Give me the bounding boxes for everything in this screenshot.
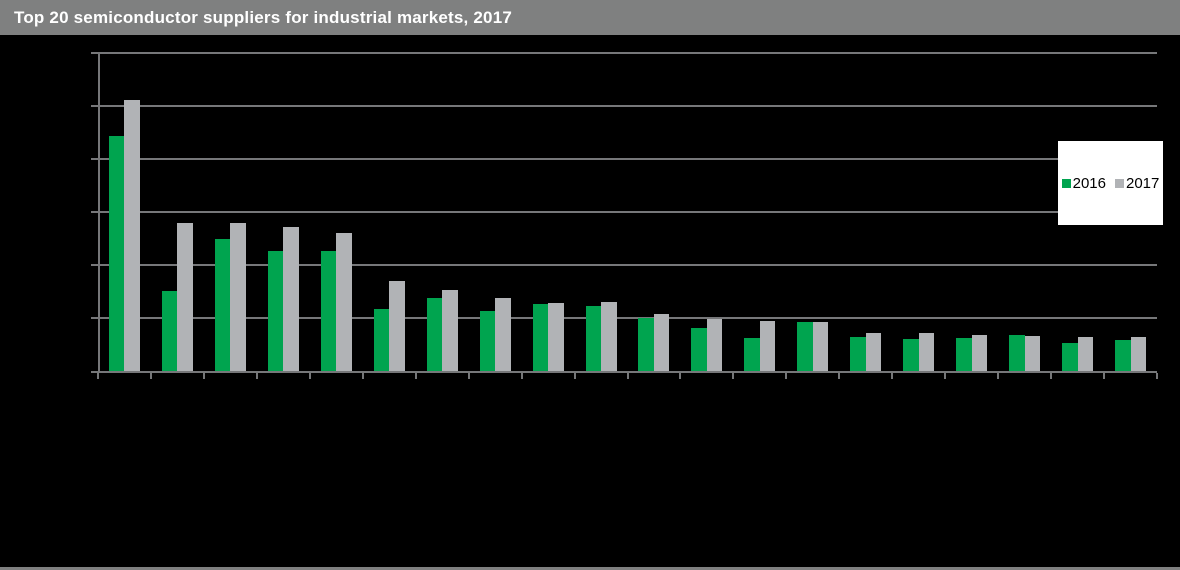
bar-2017-3 <box>230 223 246 371</box>
x-axis-tick <box>308 373 311 379</box>
bar-2017-10 <box>601 302 617 371</box>
x-axis-tick <box>414 373 417 379</box>
y-axis-tick <box>91 158 98 160</box>
gridline <box>98 105 1157 107</box>
bar-2017-12 <box>706 319 723 371</box>
chart-title: Top 20 semiconductor suppliers for indus… <box>14 7 513 27</box>
bar-2017-9 <box>548 303 564 371</box>
x-axis-tick <box>997 373 1000 379</box>
bar-2016-1 <box>108 136 125 371</box>
legend-entry-2016: 2016 <box>1061 174 1106 192</box>
x-axis-tick <box>361 373 364 379</box>
x-axis-tick <box>732 373 735 379</box>
bar-2016-15 <box>850 337 866 371</box>
bar-2016-2 <box>161 290 178 371</box>
bar-2016-4 <box>267 251 284 371</box>
legend-label-2016: 2016 <box>1072 174 1106 192</box>
gridline <box>98 264 1157 266</box>
bar-2017-18 <box>1024 336 1041 371</box>
x-axis-tick <box>679 373 682 379</box>
bar-2016-16 <box>903 339 919 371</box>
y-axis-tick <box>91 52 98 54</box>
window-title-bar: Top 20 semiconductor suppliers for indus… <box>0 0 1180 35</box>
x-axis-tick <box>149 373 152 379</box>
bar-2017-2 <box>177 223 193 371</box>
bar-2017-7 <box>442 289 458 371</box>
x-axis-tick <box>1050 373 1053 379</box>
gridline <box>98 52 1157 54</box>
gridline <box>98 211 1157 213</box>
legend-swatch-2016-icon <box>1061 178 1071 188</box>
bar-2016-9 <box>532 304 549 371</box>
bar-2016-19 <box>1062 342 1078 371</box>
legend-entry-2017: 2017 <box>1115 176 1159 191</box>
x-axis-line <box>91 371 1157 373</box>
y-axis-tick <box>91 105 98 107</box>
x-axis-tick <box>573 373 576 379</box>
x-axis-tick <box>626 373 629 379</box>
bar-2016-3 <box>214 239 231 371</box>
x-axis-tick <box>97 373 99 379</box>
x-axis-tick <box>838 373 841 379</box>
x-axis-tick <box>467 373 470 379</box>
bar-2016-8 <box>479 311 496 371</box>
gridline <box>98 158 1157 160</box>
x-axis-tick <box>202 373 205 379</box>
bar-2016-13 <box>744 338 760 371</box>
bar-2016-14 <box>797 322 813 371</box>
y-axis-line <box>98 52 100 373</box>
y-axis-tick <box>91 211 98 213</box>
bar-2016-20 <box>1115 340 1131 371</box>
bar-2017-11 <box>653 313 670 371</box>
chart-area: 2016 2017 <box>0 35 1180 567</box>
y-axis-tick <box>91 264 98 266</box>
bar-2017-20 <box>1130 337 1147 371</box>
legend-swatch-2017-icon <box>1115 178 1124 188</box>
x-axis-tick <box>1156 373 1158 379</box>
x-axis-tick <box>785 373 788 379</box>
bar-2016-12 <box>691 328 707 371</box>
bar-2017-17 <box>971 334 988 371</box>
bar-2016-6 <box>373 308 390 371</box>
legend-label-2017: 2017 <box>1126 174 1160 192</box>
bar-2017-5 <box>336 233 352 371</box>
bar-2017-6 <box>389 280 405 371</box>
y-axis-tick <box>91 317 98 319</box>
x-axis-tick <box>520 373 523 379</box>
x-axis-tick <box>255 373 258 379</box>
bar-2016-11 <box>638 318 654 371</box>
bar-2016-18 <box>1009 334 1025 371</box>
bar-2016-7 <box>426 297 443 371</box>
frame-border-bottom <box>0 567 1180 570</box>
bar-2017-8 <box>495 297 511 371</box>
bar-2016-10 <box>585 305 602 371</box>
gridline <box>98 317 1157 319</box>
bar-2017-19 <box>1077 337 1094 371</box>
bar-2016-17 <box>956 338 972 371</box>
x-axis-tick <box>944 373 947 379</box>
bar-2016-5 <box>320 251 337 371</box>
bar-2017-4 <box>283 226 299 371</box>
x-axis-tick <box>1103 373 1106 379</box>
bar-2017-14 <box>812 322 829 371</box>
x-axis-tick <box>891 373 894 379</box>
bar-2017-1 <box>124 100 140 371</box>
bar-2017-15 <box>865 332 882 371</box>
bar-2017-16 <box>918 332 935 371</box>
bar-2017-13 <box>759 321 776 371</box>
legend-box: 2016 2017 <box>1058 141 1163 225</box>
